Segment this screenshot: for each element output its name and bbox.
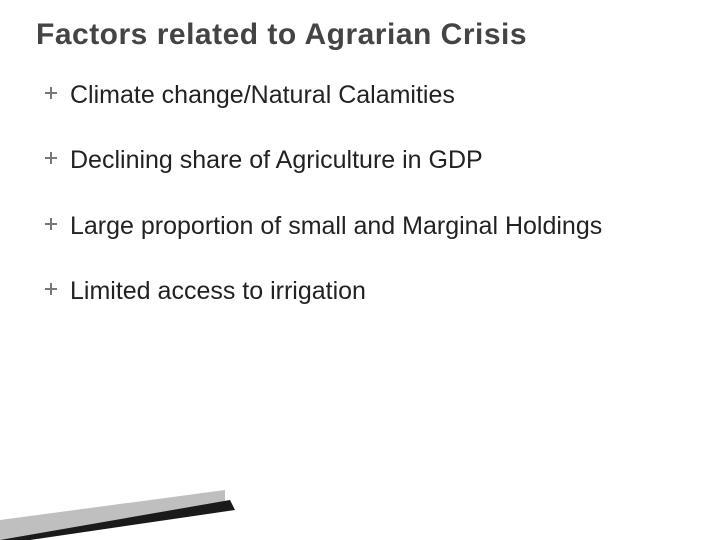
list-item: Climate change/Natural Calamities [44, 80, 684, 111]
slide-title: Factors related to Agrarian Crisis [36, 18, 684, 52]
slide-container: Factors related to Agrarian Crisis Clima… [0, 0, 720, 540]
corner-accent-icon [0, 460, 260, 540]
bullet-list: Climate change/Natural Calamities Declin… [36, 80, 684, 307]
bullet-text: Limited access to irrigation [70, 277, 366, 305]
list-item: Large proportion of small and Marginal H… [44, 211, 684, 242]
bullet-icon [44, 86, 58, 100]
bullet-text: Declining share of Agriculture in GDP [70, 146, 483, 174]
list-item: Limited access to irrigation [44, 276, 684, 307]
bullet-icon [44, 217, 58, 231]
list-item: Declining share of Agriculture in GDP [44, 145, 684, 176]
bullet-text: Large proportion of small and Marginal H… [70, 212, 602, 240]
bullet-text: Climate change/Natural Calamities [70, 81, 455, 109]
bullet-icon [44, 282, 58, 296]
bullet-icon [44, 151, 58, 165]
